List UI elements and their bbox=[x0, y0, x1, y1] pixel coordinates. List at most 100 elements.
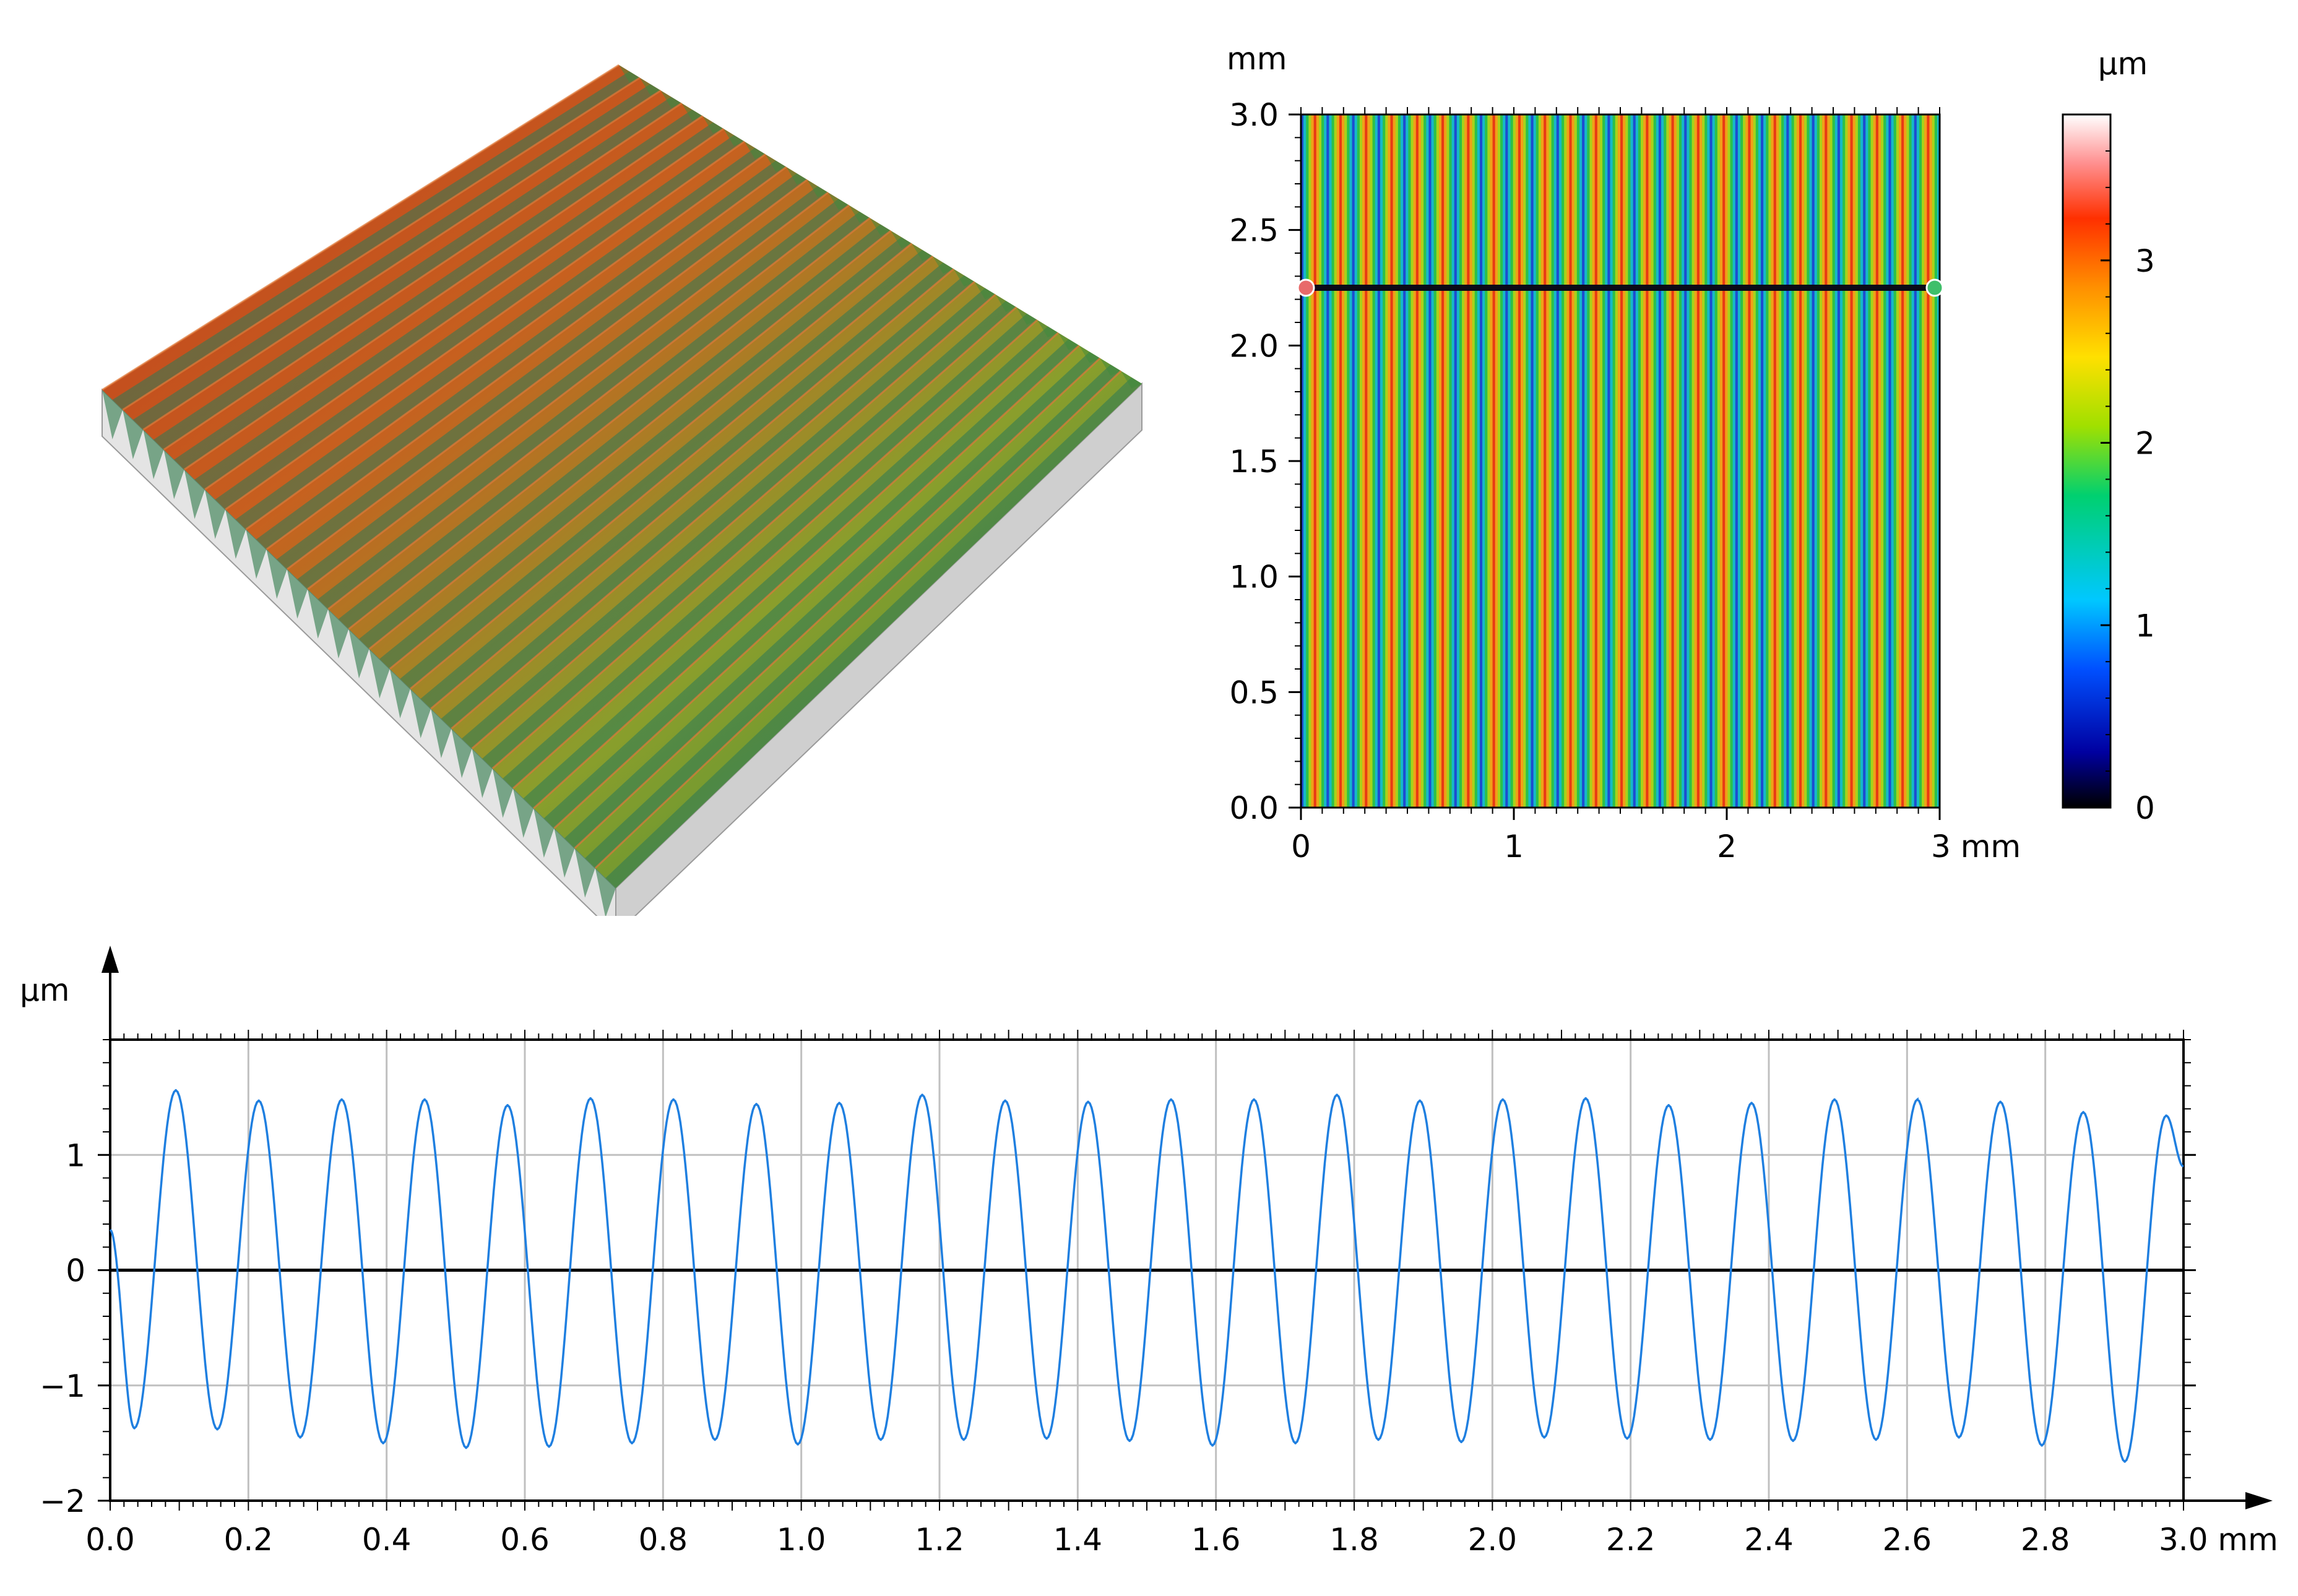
ridge-tooth bbox=[328, 609, 349, 659]
height-stripe bbox=[1326, 114, 1330, 808]
height-stripe bbox=[1357, 114, 1360, 808]
ridge-tooth bbox=[246, 529, 267, 579]
height-stripe bbox=[1888, 114, 1892, 808]
height-stripe bbox=[1766, 114, 1769, 808]
ridge-tooth bbox=[451, 728, 472, 779]
height-stripe bbox=[1349, 114, 1353, 808]
height-stripe bbox=[1342, 114, 1345, 808]
height-stripe bbox=[1712, 114, 1716, 808]
ridge-tooth bbox=[163, 449, 184, 499]
height-stripe bbox=[1745, 114, 1749, 808]
height-stripe bbox=[1451, 114, 1455, 808]
height-stripe bbox=[1518, 114, 1521, 808]
height-stripe bbox=[1582, 114, 1586, 808]
height-stripe bbox=[1594, 114, 1598, 808]
profile-peak-point bbox=[1087, 1100, 1090, 1103]
height-stripe bbox=[1612, 114, 1616, 808]
y-unit-label: µm bbox=[20, 972, 70, 1008]
height-stripe bbox=[1436, 114, 1440, 808]
height-stripe bbox=[1870, 114, 1874, 808]
profile-peak-point bbox=[755, 1103, 758, 1106]
height-stripe bbox=[1768, 114, 1772, 808]
height-stripe bbox=[1886, 114, 1890, 808]
ridge-crest bbox=[491, 306, 1017, 769]
height-stripe bbox=[1837, 114, 1841, 808]
ridge-tooth bbox=[472, 748, 493, 798]
x-tick-label: 3 mm bbox=[1931, 829, 2021, 865]
height-stripe bbox=[1883, 114, 1887, 808]
profile-valley-point bbox=[1958, 1436, 1961, 1439]
height-stripe bbox=[1492, 114, 1496, 808]
ridge-end-notch bbox=[639, 77, 661, 95]
height-stripe bbox=[1725, 114, 1729, 808]
height-stripe bbox=[1842, 114, 1846, 808]
ridge-end-notch bbox=[849, 205, 870, 223]
ridge-end-notch bbox=[786, 166, 808, 185]
ridge-valley-band bbox=[277, 173, 808, 569]
height-stripe bbox=[1316, 114, 1320, 808]
profile-valley-point bbox=[631, 1441, 634, 1444]
x-tick-label: 0.0 bbox=[85, 1522, 135, 1558]
y-tick-label: 0 bbox=[66, 1253, 85, 1289]
y-tick-label: 1 bbox=[66, 1137, 85, 1173]
colorbar-tick-label: 0 bbox=[2135, 790, 2155, 826]
height-stripe bbox=[1433, 114, 1437, 808]
height-stripe bbox=[1735, 114, 1739, 808]
height-stripe bbox=[1709, 114, 1713, 808]
height-stripe bbox=[1562, 114, 1565, 808]
y-tick-label: −2 bbox=[40, 1483, 85, 1519]
height-stripe bbox=[1691, 114, 1695, 808]
profile-peak-point bbox=[506, 1104, 509, 1107]
ridge-end-notch bbox=[619, 65, 640, 83]
ridge-valley-band bbox=[194, 122, 724, 490]
ridge-crest bbox=[102, 64, 620, 391]
ridge-tooth bbox=[595, 868, 616, 918]
height-stripe bbox=[1911, 114, 1915, 808]
height-stripe bbox=[1446, 114, 1450, 808]
height-stripe bbox=[1406, 114, 1409, 808]
x-tick-label: 0.4 bbox=[362, 1522, 412, 1558]
x-tick-label: 2.0 bbox=[1468, 1522, 1518, 1558]
height-stripe bbox=[1553, 114, 1557, 808]
height-stripe bbox=[1336, 114, 1340, 808]
ridge-crest bbox=[348, 217, 871, 630]
height-stripe bbox=[1909, 114, 1912, 808]
height-stripe bbox=[1827, 114, 1831, 808]
height-stripe bbox=[1761, 114, 1764, 808]
height-stripe bbox=[1699, 114, 1703, 808]
height-stripe bbox=[1784, 114, 1787, 808]
height-stripe bbox=[1505, 114, 1509, 808]
height-stripe bbox=[1896, 114, 1899, 808]
height-stripe bbox=[1311, 114, 1315, 808]
ridge-tooth bbox=[184, 469, 205, 519]
height-stripe bbox=[1717, 114, 1721, 808]
x-axis-arrowhead bbox=[2245, 1492, 2273, 1509]
profile-peak-point bbox=[838, 1102, 841, 1105]
height-stripe bbox=[1467, 114, 1471, 808]
height-stripe bbox=[1893, 114, 1897, 808]
height-stripe bbox=[1523, 114, 1527, 808]
height-stripe bbox=[1802, 114, 1805, 808]
height-stripe bbox=[1809, 114, 1813, 808]
ridge-crest bbox=[204, 127, 724, 491]
height-stripe bbox=[1538, 114, 1542, 808]
height-stripe bbox=[1865, 114, 1869, 808]
height-stripe bbox=[1730, 114, 1734, 808]
height-stripe bbox=[1329, 114, 1333, 808]
profile-peak-point bbox=[1999, 1100, 2002, 1103]
profile-valley-point bbox=[299, 1436, 302, 1439]
profile-peak-point bbox=[1584, 1097, 1587, 1100]
profile-peak-point bbox=[1004, 1099, 1007, 1102]
height-stripe bbox=[1628, 114, 1631, 808]
y-tick-label: 2.0 bbox=[1229, 328, 1279, 364]
height-stripe bbox=[1576, 114, 1580, 808]
y-axis-arrowhead bbox=[102, 946, 119, 973]
y-tick-label: 1.5 bbox=[1229, 444, 1279, 480]
height-stripe bbox=[1474, 114, 1478, 808]
height-stripe bbox=[1397, 114, 1401, 808]
height-stripe bbox=[1362, 114, 1365, 808]
height-stripe bbox=[1370, 114, 1373, 808]
ridge-crest bbox=[574, 357, 1101, 849]
height-stripe bbox=[1536, 114, 1539, 808]
height-stripe bbox=[1526, 114, 1529, 808]
